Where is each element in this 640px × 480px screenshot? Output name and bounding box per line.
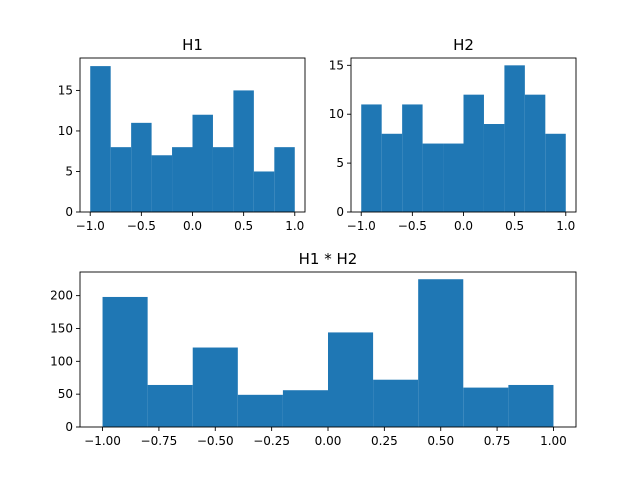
h12-ytick-label: 0 (65, 420, 73, 434)
h2-ytick-label: 5 (336, 156, 344, 170)
h12-xtick-label: 0.00 (315, 434, 342, 448)
h2-xtick-label: −0.5 (398, 219, 427, 233)
h12-bar-5 (328, 332, 374, 427)
h1-bar-4 (172, 147, 193, 212)
h12-bar-1 (147, 384, 193, 427)
h1-bar-7 (233, 90, 254, 212)
h1-xtick-label: −0.5 (127, 219, 156, 233)
h2-xtick-label: 1.0 (556, 219, 575, 233)
h12-ytick-label: 150 (50, 321, 73, 335)
h12-xtick-label: 0.25 (371, 434, 398, 448)
h12-bar-6 (373, 379, 419, 427)
h2-bar-9 (545, 133, 566, 212)
h12-bar-7 (418, 279, 464, 427)
h12-bar-8 (463, 387, 509, 427)
h12-bar-2 (192, 347, 238, 427)
h1-bar-1 (110, 147, 132, 212)
h1-ytick-label: 10 (58, 124, 73, 138)
h2-ytick-label: 0 (336, 205, 344, 219)
h2-bar-2 (402, 104, 423, 212)
h12-xtick-label: 0.50 (427, 434, 454, 448)
h2-ytick-label: 10 (329, 107, 344, 121)
h12-xtick-label: 0.75 (484, 434, 511, 448)
h1-xtick-label: 0.5 (234, 219, 253, 233)
h1-title: H1 (182, 36, 203, 54)
h2-xtick-label: −1.0 (347, 219, 376, 233)
h12-ytick-label: 200 (50, 289, 73, 303)
h2-bar-5 (463, 94, 484, 212)
h1-bar-8 (253, 171, 275, 212)
h2-xtick-label: 0.5 (505, 219, 524, 233)
h12-xtick-label: −1.00 (84, 434, 121, 448)
h1-bar-0 (90, 66, 111, 213)
h12-title: H1 * H2 (299, 250, 358, 268)
h1-xtick-label: 0.0 (183, 219, 202, 233)
h2-bar-8 (524, 94, 546, 212)
h12-bar-4 (282, 390, 328, 427)
h1-ytick-label: 0 (65, 205, 73, 219)
h1-xtick-label: 1.0 (285, 219, 304, 233)
h1-bar-9 (274, 147, 295, 212)
h1-ytick-label: 15 (58, 83, 73, 97)
h1-bar-5 (192, 114, 213, 212)
h12-xtick-label: −0.75 (141, 434, 178, 448)
h12-ytick-label: 100 (50, 354, 73, 368)
h12-bar-0 (102, 296, 148, 427)
h2-bar-4 (443, 143, 464, 212)
h2-bar-0 (361, 104, 382, 212)
h2-xtick-label: 0.0 (454, 219, 473, 233)
h2-bar-3 (422, 143, 444, 212)
h2-bar-7 (504, 65, 525, 212)
chart-h2: −1.0 −0.5 0.0 0.5 1.0 0 5 10 15 H2 (329, 36, 577, 233)
h2-bar-1 (381, 133, 403, 212)
chart-h1-times-h2: −1.00 −0.75 −0.50 −0.25 0.00 0.25 0.50 0.75 1.00… (50, 250, 577, 448)
h12-bar-3 (237, 394, 283, 427)
h2-ytick-label: 15 (329, 58, 344, 72)
h12-xtick-label: 1.00 (540, 434, 567, 448)
h12-xtick-label: −0.25 (253, 434, 290, 448)
h2-bar-6 (483, 124, 505, 212)
h1-bar-3 (151, 155, 173, 212)
h12-ytick-label: 50 (58, 387, 73, 401)
h1-xtick-label: −1.0 (76, 219, 105, 233)
chart-h1: −1.0 −0.5 0.0 0.5 1.0 0 5 10 15 H1 (58, 36, 306, 233)
h1-bar-6 (212, 147, 234, 212)
h1-bar-2 (131, 122, 152, 212)
h1-ytick-label: 5 (65, 164, 73, 178)
h12-bar-9 (508, 384, 554, 427)
h12-xtick-label: −0.50 (197, 434, 234, 448)
h2-title: H2 (453, 36, 474, 54)
